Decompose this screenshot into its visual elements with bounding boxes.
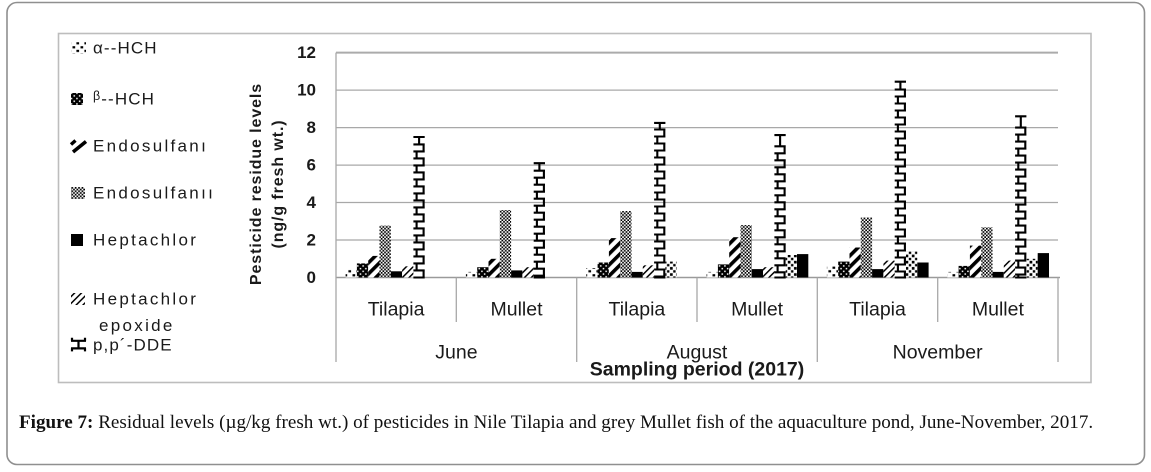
svg-text:Heptachlor: Heptachlor <box>93 231 198 250</box>
svg-text:Endosulfanıı: Endosulfanıı <box>93 184 215 203</box>
svg-text:α--HCH: α--HCH <box>93 39 158 58</box>
svg-text:4: 4 <box>307 193 317 212</box>
svg-text:August: August <box>667 342 728 364</box>
svg-text:10: 10 <box>297 81 316 100</box>
svg-text:November: November <box>893 342 983 364</box>
svg-text:epoxide: epoxide <box>99 316 175 335</box>
svg-text:Tilapia: Tilapia <box>609 299 666 321</box>
svg-text:Sampling period (2017): Sampling period (2017) <box>590 359 805 381</box>
svg-text:Endosulfanı: Endosulfanı <box>93 137 208 156</box>
svg-text:Tilapia: Tilapia <box>849 299 906 321</box>
svg-text:Pesticide residue levels: Pesticide residue levels <box>248 83 265 285</box>
svg-text:6: 6 <box>307 156 316 175</box>
svg-text:Mullet: Mullet <box>972 299 1025 321</box>
svg-text:β--HCH: β--HCH <box>93 89 155 109</box>
svg-text:0: 0 <box>307 268 316 287</box>
svg-text:(ng/g fresh wt.): (ng/g fresh wt.) <box>270 119 287 248</box>
svg-text:Heptachlor: Heptachlor <box>93 290 198 309</box>
svg-text:2: 2 <box>307 231 316 250</box>
svg-text:June: June <box>435 342 477 364</box>
svg-text:Mullet: Mullet <box>731 299 784 321</box>
svg-text:p,p´-DDE: p,p´-DDE <box>93 336 173 355</box>
svg-text:Mullet: Mullet <box>490 299 543 321</box>
svg-text:Tilapia: Tilapia <box>368 299 425 321</box>
svg-text:12: 12 <box>297 43 316 62</box>
svg-text:8: 8 <box>307 118 316 137</box>
